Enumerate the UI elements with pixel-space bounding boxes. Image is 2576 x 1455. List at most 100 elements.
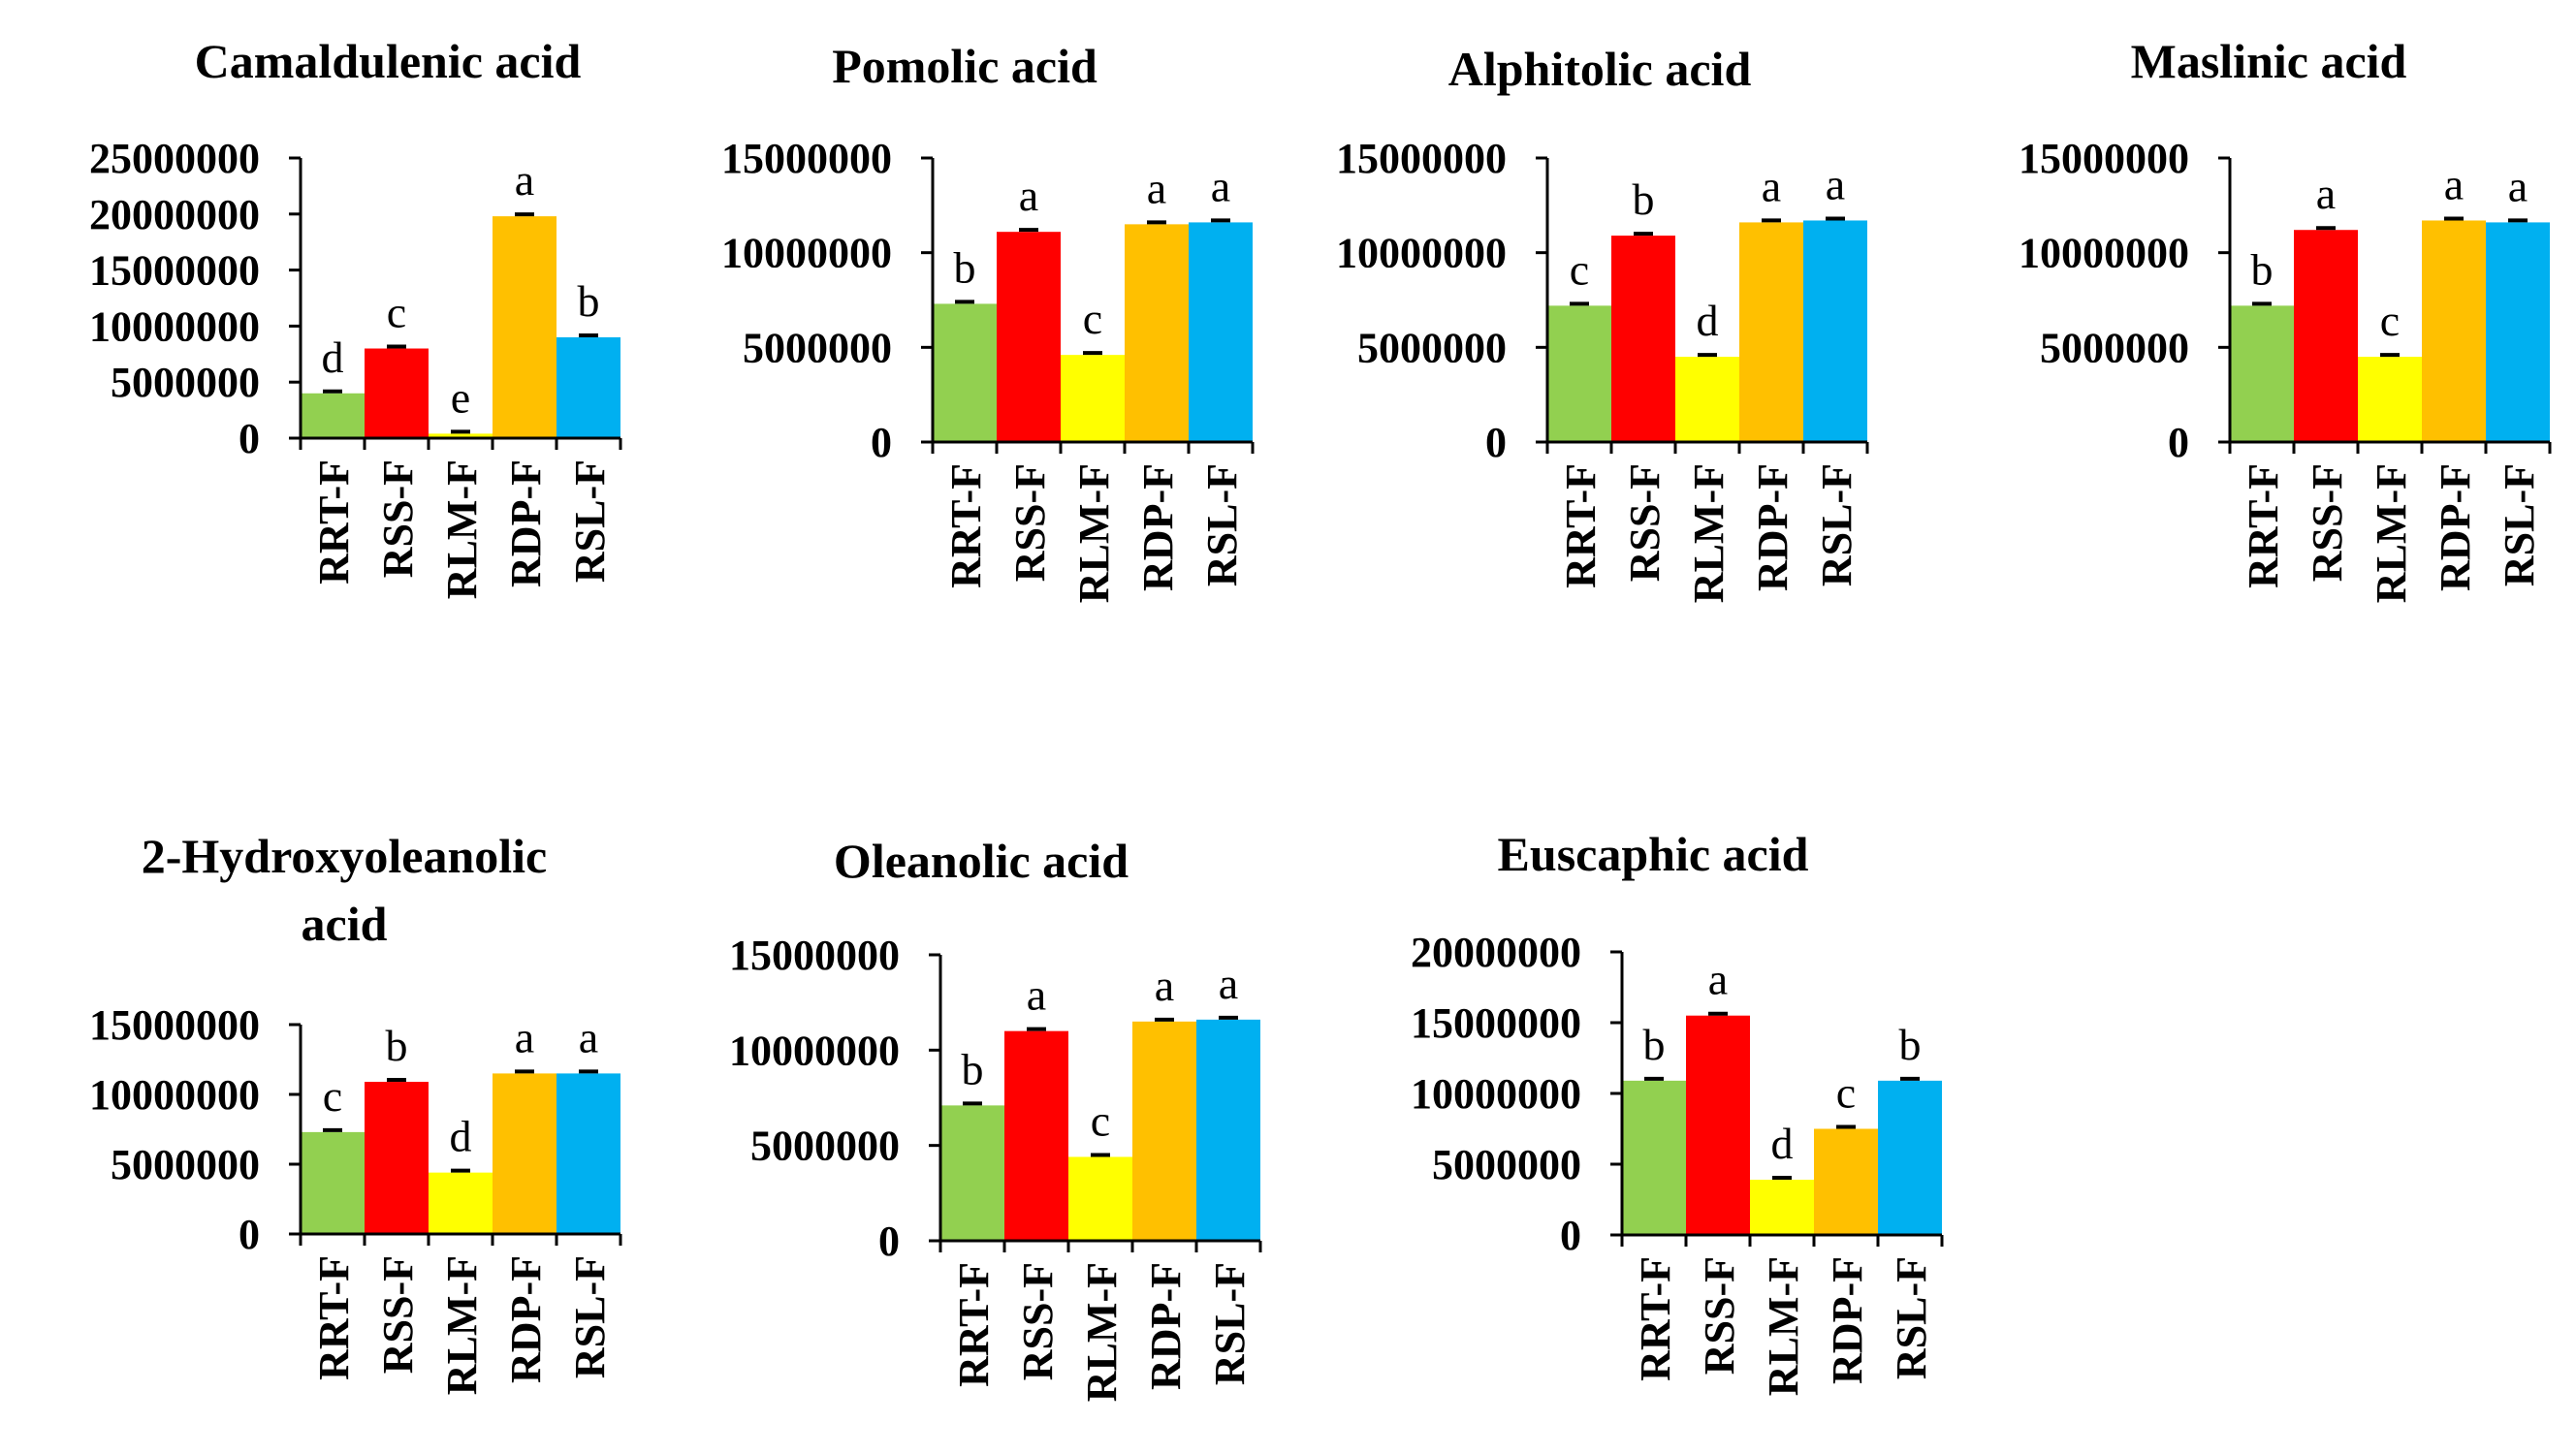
x-tick-label: RSL-F [566,1255,614,1378]
y-tick-label: 15000000 [721,135,892,182]
significance-letter: e [451,372,470,422]
significance-letter: a [2508,161,2528,210]
y-tick-label: 10000000 [89,302,260,350]
y-tick-label: 20000000 [1411,929,1581,976]
significance-letter: a [1708,955,1728,1004]
significance-letter: c [323,1071,342,1121]
significance-letter: c [1836,1068,1856,1118]
y-tick-label: 10000000 [1336,230,1507,277]
bar [365,348,429,438]
bar [1125,224,1189,442]
bar [301,393,365,438]
chart-title: Oleanolic acid [834,834,1129,888]
bar [1189,222,1253,442]
chart-title: Maslinic acid [2131,34,2407,88]
bar [1061,355,1125,442]
x-tick-label: RSS-F [2304,463,2351,582]
bar [1750,1180,1814,1235]
bar [493,1073,557,1234]
bar [429,433,493,438]
significance-letter: a [515,155,534,205]
x-tick-label: RSL-F [1198,463,1246,586]
y-tick-label: 20000000 [89,191,260,238]
x-tick-label: RLM-F [1078,1262,1126,1402]
y-tick-label: 25000000 [89,135,260,182]
y-tick-label: 5000000 [111,1141,260,1188]
y-tick-label: 15000000 [89,1001,260,1049]
y-tick-label: 5000000 [1432,1141,1581,1188]
bar [1739,222,1803,442]
y-tick-label: 5000000 [743,324,892,371]
x-tick-label: RSL-F [2496,463,2543,586]
x-tick-label: RRT-F [2240,463,2287,588]
significance-letter: d [1697,296,1719,345]
x-tick-label: RRT-F [950,1262,998,1387]
x-tick-label: RDP-F [1134,463,1182,591]
x-tick-label: RSL-F [1888,1256,1935,1379]
x-tick-label: RSS-F [1621,463,1669,582]
x-tick-label: RLM-F [438,459,486,599]
y-tick-label: 5000000 [111,359,260,406]
x-tick-label: RRT-F [942,463,990,588]
x-tick-label: RSS-F [1006,463,1054,582]
y-tick-label: 15000000 [1336,135,1507,182]
x-tick-label: RLM-F [1070,463,1118,603]
chart-panel: Camaldulenic acid 25000000 20000000 1500000… [89,34,622,599]
y-tick-label: 10000000 [2019,230,2189,277]
chart-panel: Euscaphic acid 20000000 15000000 10000000 50… [1411,827,1944,1396]
y-tick-label: 10000000 [729,1027,900,1074]
significance-letter: b [1643,1020,1666,1069]
bar [2422,220,2486,442]
x-tick-label: RSS-F [374,459,422,578]
bar [1547,305,1611,442]
x-tick-label: RRT-F [1557,463,1605,588]
x-tick-label: RDP-F [2432,463,2479,591]
x-tick-label: RRT-F [310,1255,358,1380]
x-tick-label: RSS-F [1014,1262,1062,1380]
chart-panel: Pomolic acid 15000000 10000000 5000000 0 b RRT… [721,39,1255,603]
bar [557,336,620,438]
bar [301,1131,365,1234]
bar [1686,1015,1750,1235]
x-tick-label: RDP-F [1749,463,1797,591]
y-tick-label: 10000000 [89,1071,260,1119]
significance-letter: b [578,276,600,326]
bar [2358,357,2422,442]
bar [2294,230,2358,442]
bar [365,1082,429,1234]
chart-title: 2-Hydroxyoleanolic [142,829,548,883]
x-tick-label: RSS-F [374,1255,422,1374]
x-tick-label: RDP-F [1142,1262,1190,1390]
significance-letter: a [1147,163,1166,212]
significance-letter: b [962,1044,984,1093]
y-tick-label: 15000000 [729,932,900,979]
y-tick-label: 0 [1560,1212,1581,1259]
bar [1803,220,1867,442]
bar [2230,305,2294,442]
y-tick-label: 0 [239,1211,260,1258]
significance-letter: d [450,1112,472,1161]
chart-title: Pomolic acid [832,39,1097,93]
significance-letter: a [1826,159,1845,208]
bar [1068,1156,1132,1241]
significance-letter: a [579,1012,598,1061]
significance-letter: a [1155,961,1174,1010]
bar [1004,1030,1068,1241]
significance-letter: b [1633,174,1655,224]
significance-letter: c [1570,244,1589,294]
x-tick-label: RDP-F [1824,1256,1871,1384]
x-tick-label: RLM-F [2368,463,2415,603]
chart-title: Euscaphic acid [1498,827,1809,881]
significance-letter: a [1219,959,1238,1008]
significance-letter: c [1091,1095,1110,1145]
significance-letter: c [387,288,406,337]
y-tick-label: 0 [878,1218,900,1265]
bar [2486,222,2550,442]
y-tick-label: 15000000 [89,247,260,295]
y-tick-label: 15000000 [1411,999,1581,1047]
x-tick-label: RLM-F [1760,1256,1807,1396]
x-tick-label: RLM-F [1685,463,1733,603]
chart-panel: Alphitolic acid 15000000 10000000 5000000 0 c… [1336,42,1869,603]
bar [557,1073,620,1234]
x-tick-label: RLM-F [438,1255,486,1395]
